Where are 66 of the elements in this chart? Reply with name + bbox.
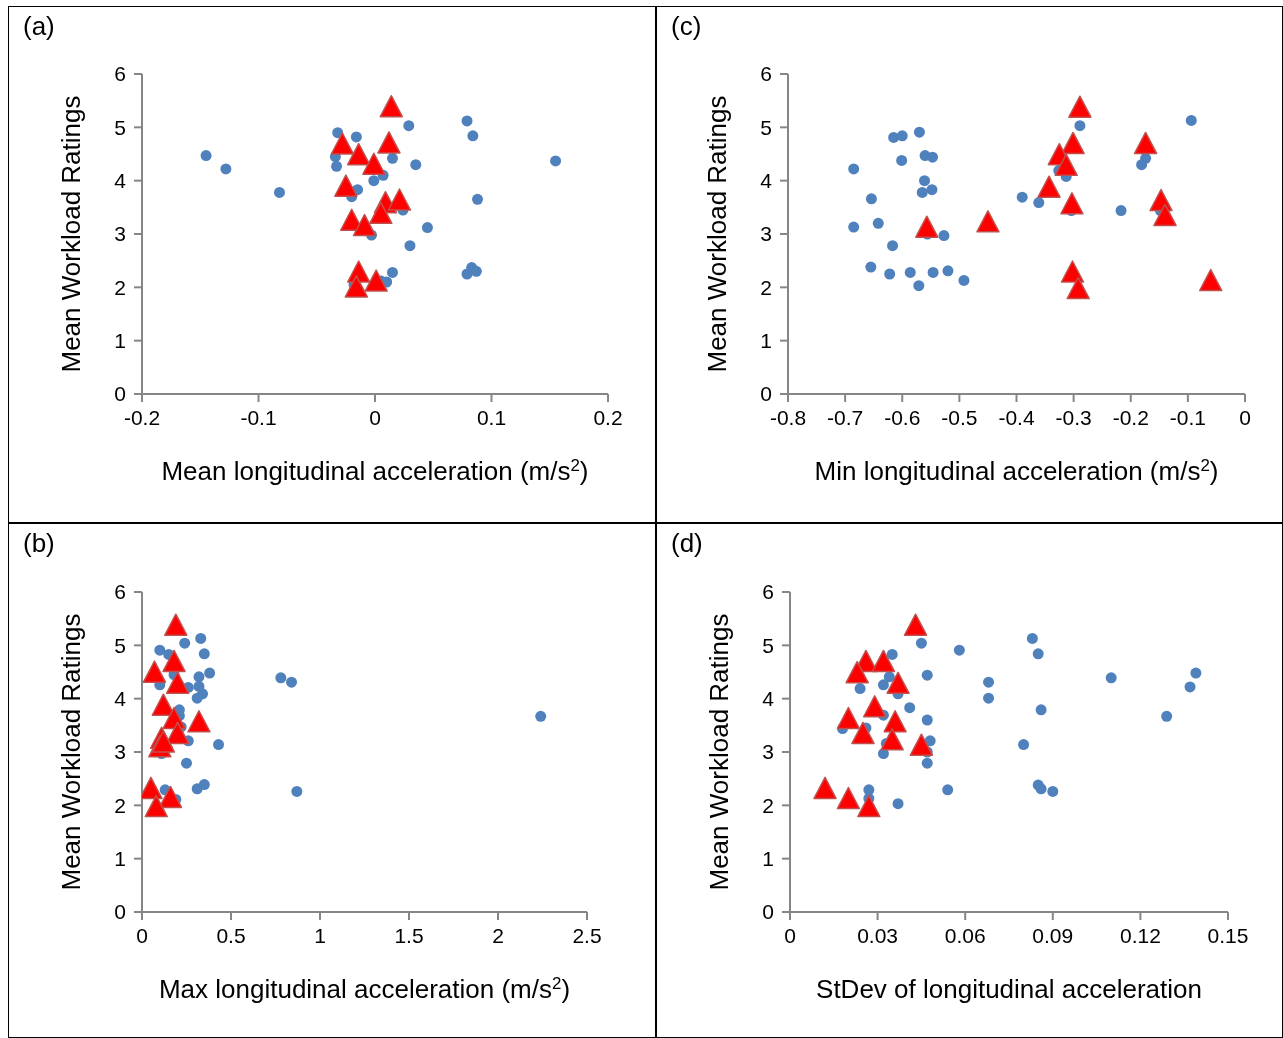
text: (b) bbox=[23, 528, 55, 559]
x-tick-label: -0.2 bbox=[1112, 405, 1149, 429]
y-tick-label: 0 bbox=[114, 900, 126, 924]
y-tick-label: 1 bbox=[762, 847, 774, 871]
y-tick-label: 4 bbox=[760, 169, 773, 193]
x-axis-title: Mean longitudinal acceleration (m/s$^{2}$) bbox=[161, 455, 589, 486]
x-tick-label: -0.8 bbox=[769, 405, 807, 429]
x-tick-label: -0.1 bbox=[1169, 405, 1206, 429]
x-tick-label: -0.1 bbox=[240, 405, 277, 429]
y-tick-label: 1 bbox=[760, 329, 772, 353]
y-tick-label: 3 bbox=[762, 740, 774, 764]
x-tick-label: 2.5 bbox=[572, 923, 602, 947]
text: (c) bbox=[671, 11, 702, 42]
x-tick-label: 0.06 bbox=[944, 923, 986, 947]
y-tick-label: 1 bbox=[114, 329, 126, 353]
x-tick-label: -0.7 bbox=[827, 405, 864, 429]
y-tick-label: 5 bbox=[114, 115, 126, 139]
y-tick-label: 3 bbox=[114, 222, 126, 246]
x-tick-label: 0.1 bbox=[476, 405, 507, 429]
y-axis-title: Mean Workload Ratings bbox=[704, 613, 734, 891]
y-tick-label: 0 bbox=[760, 382, 772, 406]
y-tick-label: 2 bbox=[114, 793, 126, 817]
y-axis-title: Mean Workload Ratings bbox=[56, 613, 86, 891]
y-tick-label: 1 bbox=[114, 847, 126, 871]
x-tick-label: 0 bbox=[369, 405, 381, 429]
x-tick-label: 0.09 bbox=[1032, 923, 1074, 947]
y-tick-label: 2 bbox=[114, 275, 126, 299]
y-tick-label: 6 bbox=[114, 580, 126, 604]
x-tick-label: 1.5 bbox=[394, 923, 424, 947]
x-tick-label: 2 bbox=[492, 923, 504, 947]
y-tick-label: 6 bbox=[760, 62, 772, 86]
y-tick-label: 2 bbox=[762, 793, 774, 817]
x-tick-label: -0.3 bbox=[1055, 405, 1092, 429]
y-tick-label: 5 bbox=[762, 633, 774, 657]
x-tick-label: 0.12 bbox=[1119, 923, 1161, 947]
y-tick-label: 4 bbox=[114, 687, 127, 711]
y-tick-label: 3 bbox=[760, 222, 772, 246]
x-tick-label: 0.15 bbox=[1207, 923, 1249, 947]
x-tick-label: 0 bbox=[784, 923, 796, 947]
x-tick-label: 0.2 bbox=[593, 405, 623, 429]
y-axis-title: Mean Workload Ratings bbox=[702, 95, 732, 373]
x-tick-label: -0.4 bbox=[998, 405, 1035, 429]
x-axis-title: Max longitudinal acceleration (m/s$^{2}$) bbox=[158, 973, 571, 1004]
x-tick-label: 0.03 bbox=[857, 923, 899, 947]
y-tick-label: 6 bbox=[114, 62, 126, 86]
y-tick-label: 5 bbox=[114, 633, 126, 657]
x-tick-label: 0 bbox=[1239, 405, 1251, 429]
y-tick-label: 4 bbox=[762, 687, 775, 711]
y-tick-label: 0 bbox=[114, 382, 126, 406]
x-tick-label: -0.2 bbox=[123, 405, 161, 429]
x-tick-label: -0.5 bbox=[941, 405, 978, 429]
text: (a) bbox=[23, 11, 55, 42]
x-tick-label: -0.6 bbox=[884, 405, 921, 429]
y-tick-label: 6 bbox=[762, 580, 774, 604]
text: (d) bbox=[671, 528, 703, 559]
y-tick-label: 0 bbox=[762, 900, 774, 924]
y-axis-title: Mean Workload Ratings bbox=[56, 95, 86, 373]
x-tick-label: 0 bbox=[136, 923, 148, 947]
x-axis-title: StDev of longitudinal acceleration bbox=[816, 974, 1202, 1004]
y-tick-label: 3 bbox=[114, 740, 126, 764]
y-tick-label: 2 bbox=[760, 275, 772, 299]
y-tick-label: 5 bbox=[760, 115, 772, 139]
y-tick-label: 4 bbox=[114, 169, 127, 193]
x-tick-label: 1 bbox=[314, 923, 326, 947]
x-axis-title: Min longitudinal acceleration (m/s$^{2}$) bbox=[814, 455, 1219, 486]
x-tick-label: 0.5 bbox=[216, 923, 246, 947]
